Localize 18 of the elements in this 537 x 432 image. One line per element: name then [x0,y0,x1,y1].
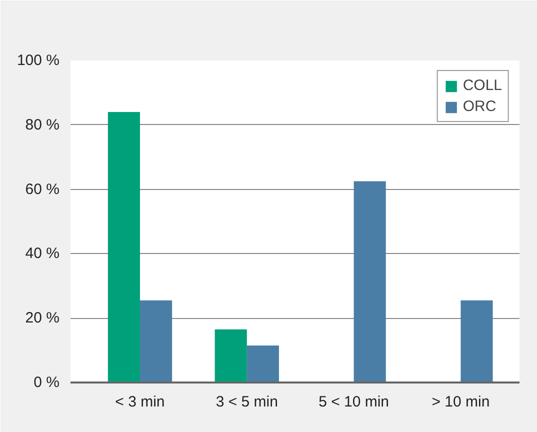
bar [246,345,279,382]
legend-label: ORC [462,98,496,115]
bar [460,300,493,382]
x-tick-label: < 3 min [115,394,165,410]
x-tick-label: > 10 min [432,394,490,410]
legend-label: COLL [462,77,502,94]
bar [214,329,247,382]
y-tick-label: 100 % [16,52,60,69]
y-tick-label: 0 % [34,374,60,391]
y-tick-label: 40 % [25,245,60,262]
bar [140,300,172,382]
y-tick-label: 60 % [25,180,60,198]
x-tick-label: 3 < 5 min [216,394,278,410]
y-tick-label: 20 % [25,310,60,327]
y-tick-label: 80 % [25,116,60,134]
bar [354,181,386,382]
x-tick-label: 5 < 10 min [318,394,390,410]
bar [108,112,140,382]
